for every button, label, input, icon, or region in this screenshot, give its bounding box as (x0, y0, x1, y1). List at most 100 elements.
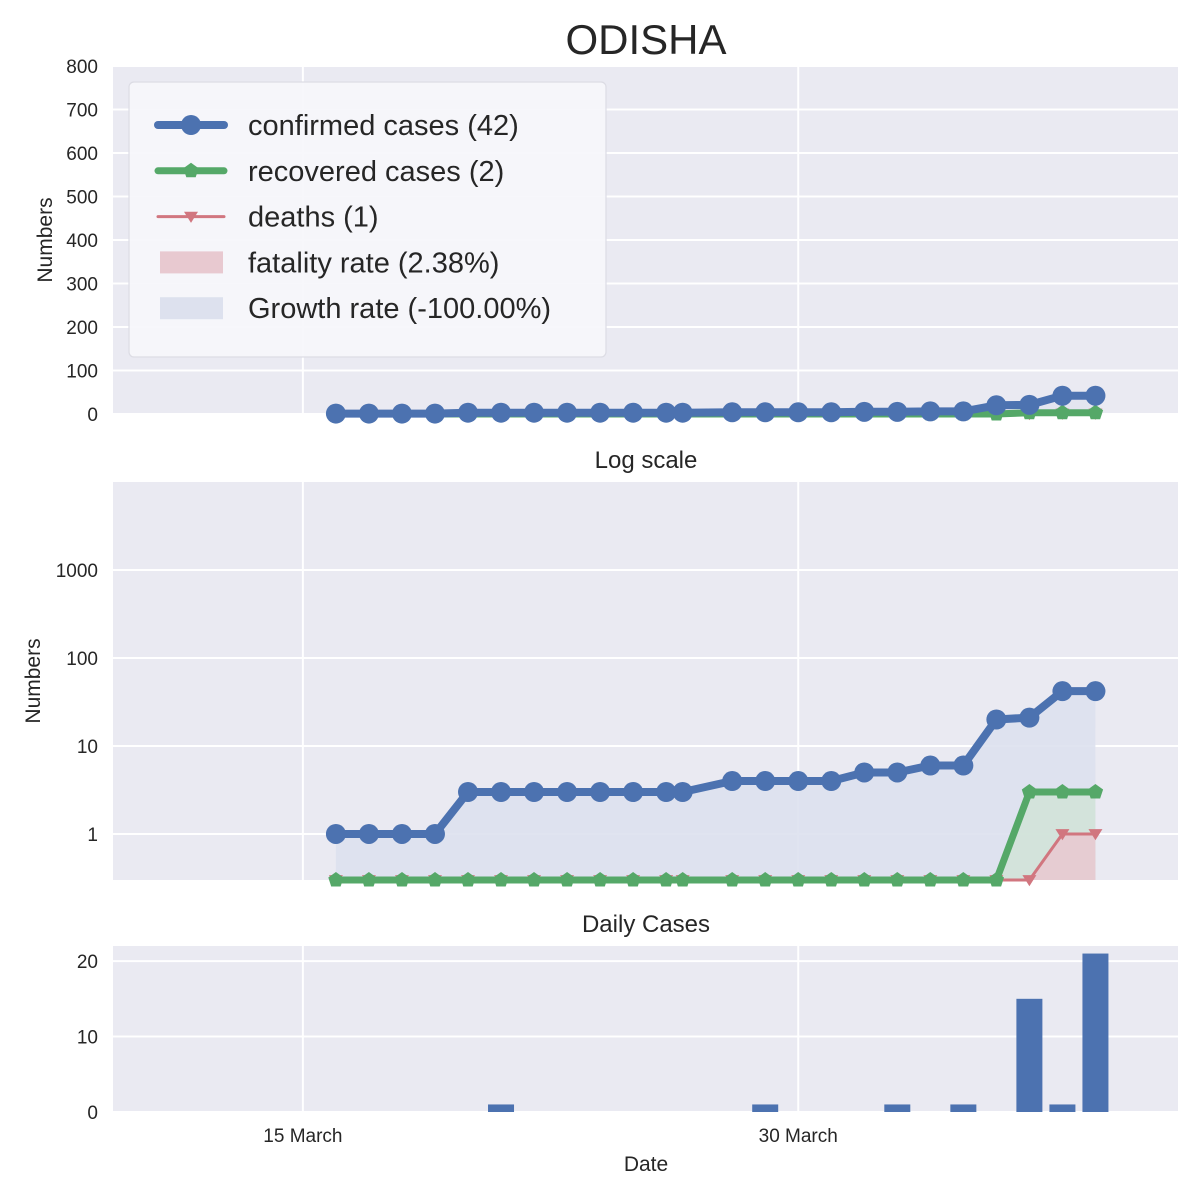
data-point (183, 162, 199, 178)
data-point (920, 401, 941, 422)
y-tick-label: 10 (77, 737, 98, 758)
y-axis-label: Numbers (34, 197, 57, 282)
data-point (460, 872, 476, 887)
y-tick-label: 1 (87, 825, 98, 846)
data-point (722, 402, 743, 423)
y-tick-label: 100 (66, 649, 98, 670)
data-point (790, 872, 806, 887)
data-point (1021, 784, 1037, 799)
data-point (592, 872, 608, 887)
data-point (325, 403, 346, 424)
data-point (358, 403, 379, 424)
data-point (755, 402, 776, 423)
data-point (1085, 385, 1106, 406)
panel-daily: 0 10 20 Daily Cases (77, 911, 1178, 1124)
y-tick-label: 400 (66, 231, 98, 252)
data-point (394, 872, 410, 887)
legend-label: recovered cases (2) (248, 156, 504, 188)
data-point (557, 402, 578, 423)
data-point (391, 403, 412, 424)
panel-log: 1 10 100 1000 Log scale Numbers (22, 447, 1178, 887)
y-tick-label: 0 (87, 1103, 98, 1124)
recovered-area (335, 792, 1096, 880)
data-point (821, 771, 842, 792)
data-point (656, 402, 677, 423)
daily-bar (488, 1104, 515, 1112)
data-point (1055, 829, 1070, 841)
data-point (1087, 404, 1104, 420)
y-tick-label: 0 (87, 405, 98, 426)
data-point (391, 823, 412, 844)
plot-area-daily (113, 946, 1178, 1112)
legend-label: Growth rate (-100.00%) (248, 293, 551, 325)
data-point (1085, 681, 1106, 702)
panel-title: Log scale (595, 447, 698, 474)
data-point (672, 402, 693, 423)
y-tick-label: 200 (66, 318, 98, 339)
y-tick-label: 800 (66, 57, 98, 78)
y-tick-label: 20 (77, 952, 98, 973)
data-point (424, 823, 445, 844)
x-tick-label: 30 March (759, 1126, 838, 1147)
data-point (658, 872, 674, 887)
data-point (526, 872, 542, 887)
data-point (1088, 829, 1103, 841)
data-point (986, 709, 1007, 730)
daily-bar (1049, 1104, 1076, 1112)
legend-box (128, 81, 607, 358)
y-axis-label: Numbers (22, 638, 45, 723)
data-point (1052, 385, 1073, 406)
data-point (1052, 681, 1073, 702)
data-point (590, 782, 611, 803)
data-point (757, 872, 773, 887)
panel-title: Daily Cases (582, 911, 710, 938)
legend-label: confirmed cases (42) (248, 110, 519, 142)
data-point (854, 401, 875, 422)
legend: confirmed cases (42) recovered cases (2) d… (128, 81, 607, 358)
data-point (590, 402, 611, 423)
y-tick-label: 600 (66, 144, 98, 165)
data-point (524, 402, 545, 423)
data-point (755, 771, 776, 792)
data-point (922, 872, 938, 887)
data-point (788, 402, 809, 423)
daily-bar (950, 1104, 977, 1112)
data-point (920, 755, 941, 776)
y-tick-label: 300 (66, 275, 98, 296)
data-point (887, 762, 908, 783)
x-axis-label: Date (624, 1153, 668, 1176)
data-point (458, 782, 478, 803)
data-point (184, 211, 198, 223)
data-point (1019, 707, 1040, 728)
data-point (325, 823, 346, 844)
data-point (458, 402, 478, 423)
data-point (1054, 784, 1070, 799)
data-point (427, 872, 443, 887)
legend-patch (160, 251, 223, 274)
data-point (559, 872, 575, 887)
y-tick-label: 700 (66, 101, 98, 122)
data-point (955, 872, 971, 887)
data-point (986, 395, 1007, 416)
daily-bar (1082, 953, 1109, 1112)
daily-bar (752, 1104, 779, 1112)
data-point (1087, 784, 1104, 799)
data-point (722, 771, 743, 792)
data-point (491, 402, 512, 423)
y-tick-label: 500 (66, 188, 98, 209)
data-point (823, 872, 839, 887)
data-point (856, 872, 872, 887)
data-point (672, 782, 693, 803)
chart-title: ODISHA (565, 16, 726, 63)
data-point (361, 872, 377, 887)
data-point (557, 782, 578, 803)
daily-bar (1016, 998, 1043, 1112)
data-point (1022, 875, 1037, 887)
data-point (724, 872, 740, 887)
y-tick-label: 100 (66, 362, 98, 383)
data-point (821, 402, 842, 423)
data-point (656, 782, 677, 803)
legend-label: fatality rate (2.38%) (248, 247, 499, 279)
